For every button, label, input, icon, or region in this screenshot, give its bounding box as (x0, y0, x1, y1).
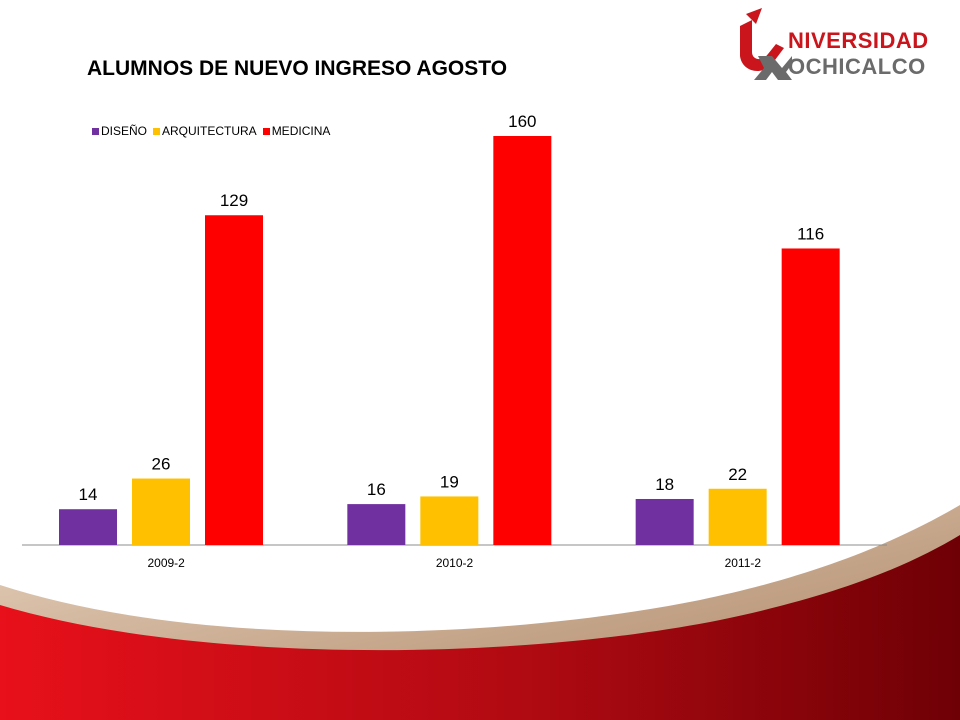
background-red-band (0, 535, 960, 720)
university-logo: NIVERSIDAD OCHICALCO (732, 6, 952, 82)
x-tick-label: 2010-2 (436, 556, 474, 570)
chart-title: ALUMNOS DE NUEVO INGRESO AGOSTO (87, 57, 508, 80)
bar (59, 509, 117, 545)
data-label: 26 (152, 455, 171, 474)
bar (205, 215, 263, 545)
data-label: 116 (797, 224, 824, 243)
u-x-logo-icon (740, 8, 792, 80)
data-label: 19 (440, 472, 459, 491)
legend-label: DISEÑO (101, 124, 148, 138)
data-label: 129 (220, 191, 248, 210)
logo-text-top: NIVERSIDAD (788, 28, 929, 53)
legend-swatch (262, 127, 270, 135)
data-label: 160 (508, 112, 536, 131)
legend-label: ARQUITECTURA (162, 124, 257, 138)
bar (420, 496, 479, 545)
x-tick-label: 2011-2 (725, 556, 762, 570)
legend-entry: MEDICINA (262, 124, 331, 138)
data-label: 22 (728, 465, 747, 484)
bar (347, 504, 406, 545)
x-tick-label: 2009-2 (147, 556, 185, 570)
logo-text-bottom: OCHICALCO (788, 54, 926, 79)
legend-entry: ARQUITECTURA (153, 124, 257, 138)
legend-label: MEDICINA (271, 124, 331, 138)
bar (493, 136, 552, 545)
bar (132, 478, 190, 545)
bar (635, 498, 694, 545)
chart-legend: DISEÑO ARQUITECTURA MEDICINA (92, 124, 330, 138)
legend-swatch (153, 127, 161, 135)
data-label: 18 (655, 475, 674, 494)
legend-swatch (92, 127, 99, 135)
data-label: 14 (79, 485, 98, 504)
bar (708, 488, 767, 545)
data-label: 16 (367, 480, 386, 499)
legend-entry: DISEÑO (92, 124, 147, 138)
bar (781, 248, 840, 545)
